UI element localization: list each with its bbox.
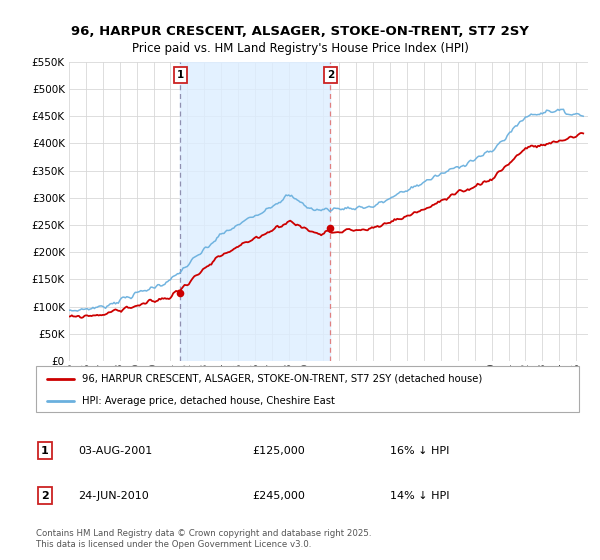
- Text: Contains HM Land Registry data © Crown copyright and database right 2025.
This d: Contains HM Land Registry data © Crown c…: [36, 529, 371, 549]
- Text: HPI: Average price, detached house, Cheshire East: HPI: Average price, detached house, Ches…: [82, 396, 335, 407]
- Text: 2: 2: [41, 491, 49, 501]
- Text: 24-JUN-2010: 24-JUN-2010: [78, 491, 149, 501]
- Text: 2: 2: [327, 70, 334, 80]
- Text: 03-AUG-2001: 03-AUG-2001: [78, 446, 152, 456]
- Text: 1: 1: [176, 70, 184, 80]
- Text: 96, HARPUR CRESCENT, ALSAGER, STOKE-ON-TRENT, ST7 2SY (detached house): 96, HARPUR CRESCENT, ALSAGER, STOKE-ON-T…: [82, 374, 482, 384]
- Text: £125,000: £125,000: [252, 446, 305, 456]
- Bar: [180, 62, 331, 361]
- Text: 96, HARPUR CRESCENT, ALSAGER, STOKE-ON-TRENT, ST7 2SY: 96, HARPUR CRESCENT, ALSAGER, STOKE-ON-T…: [71, 25, 529, 38]
- Text: £245,000: £245,000: [252, 491, 305, 501]
- Text: 1: 1: [41, 446, 49, 456]
- Text: 16% ↓ HPI: 16% ↓ HPI: [390, 446, 449, 456]
- Text: Price paid vs. HM Land Registry's House Price Index (HPI): Price paid vs. HM Land Registry's House …: [131, 42, 469, 55]
- Text: 14% ↓ HPI: 14% ↓ HPI: [390, 491, 449, 501]
- FancyBboxPatch shape: [36, 366, 579, 412]
